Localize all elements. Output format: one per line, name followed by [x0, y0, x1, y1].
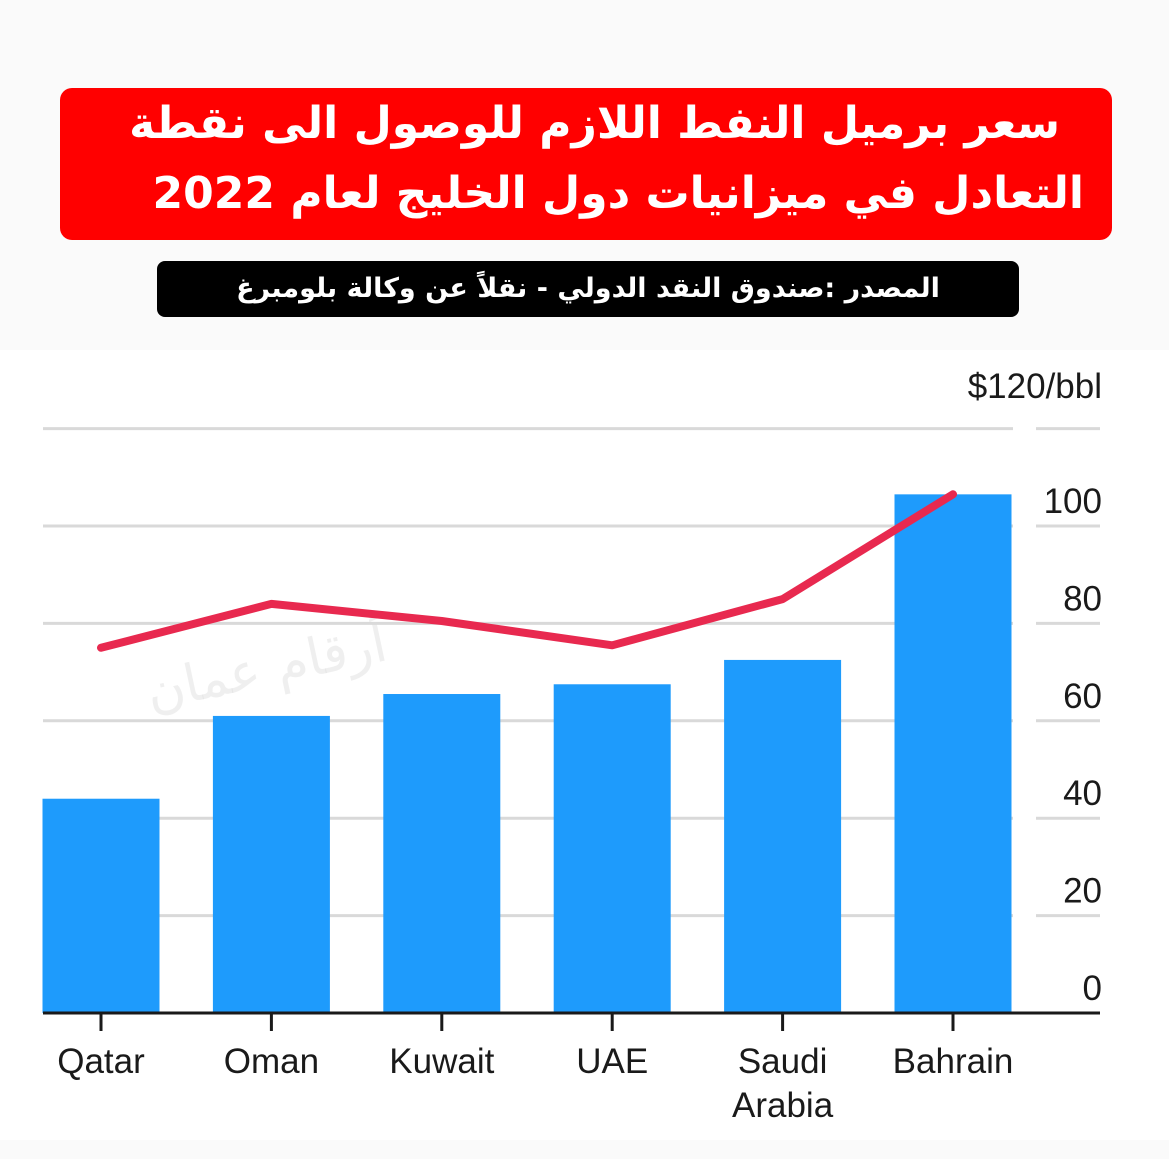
x-tick-label: Oman	[224, 1042, 319, 1081]
bar-saudi-arabia	[724, 659, 842, 1013]
y-tick-label: 80	[1063, 579, 1102, 618]
source-label: المصدر :صندوق النقد الدولي - نقلاً عن وك…	[157, 261, 1019, 317]
y-tick-label: 20	[1063, 872, 1102, 911]
oil-price-line	[97, 490, 957, 652]
title-line-2: التعادل في ميزانيات دول الخليج لعام 2022	[152, 168, 1084, 219]
axes: 0 20 40 60 80 100 Qatar Oman Kuwait UAE Saudi Arabi…	[43, 482, 1102, 1125]
bar-oman	[212, 715, 330, 1013]
x-tick-label: UAE	[576, 1042, 648, 1081]
title-line-1: سعر برميل النفط اللازم للوصول الى نقطة	[129, 98, 1060, 149]
bars	[42, 494, 1012, 1014]
chart-area: أرقام عمان 0 20 40 60 80 100 Qatar Oman Kuwait UA…	[0, 350, 1169, 1140]
y-tick-label: 100	[1044, 482, 1102, 521]
y-tick-label: 60	[1063, 677, 1102, 716]
y-tick-label: 40	[1063, 774, 1102, 813]
bar-uae	[553, 684, 671, 1013]
bar-qatar	[42, 798, 160, 1013]
x-tick-label: Bahrain	[893, 1042, 1014, 1081]
line-series	[97, 490, 957, 652]
x-tick-label: Saudi Arabia	[732, 1042, 834, 1125]
title-banner: سعر برميل النفط اللازم للوصول الى نقطة ا…	[60, 88, 1112, 240]
bar-kuwait	[383, 694, 501, 1013]
y-unit-label: $120/bbl	[968, 367, 1102, 406]
x-tick-label: Kuwait	[389, 1042, 494, 1081]
y-tick-label: 0	[1083, 969, 1102, 1008]
bar-bahrain	[894, 494, 1012, 1014]
x-tick-label: Qatar	[57, 1042, 145, 1081]
